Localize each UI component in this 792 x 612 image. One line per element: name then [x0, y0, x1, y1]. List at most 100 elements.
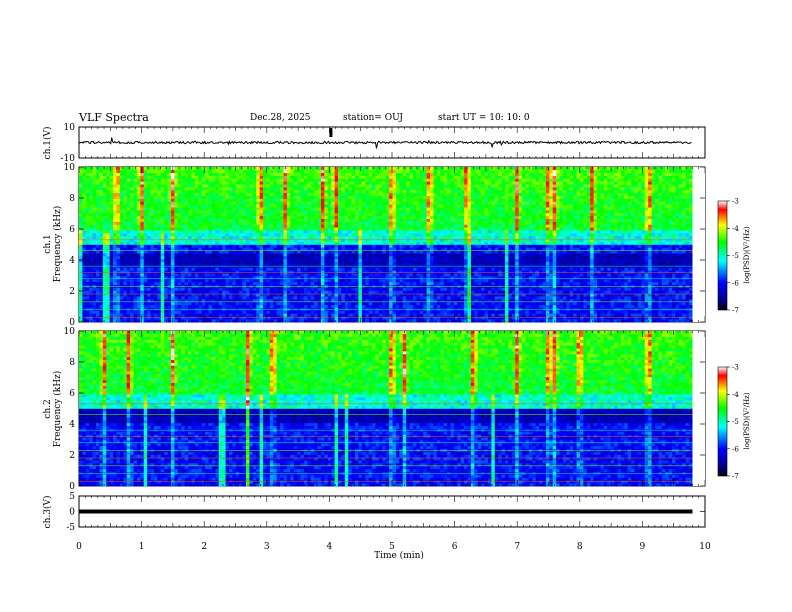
spectrogram-cell	[280, 181, 284, 185]
spectrogram-cell	[269, 255, 274, 260]
spectrogram-cell	[368, 281, 373, 285]
spectrogram-cell	[235, 253, 240, 257]
spectrogram-cell	[228, 218, 233, 222]
spectrogram-cell	[147, 218, 151, 222]
spectrogram-cell	[344, 184, 349, 188]
spectrogram-cell	[188, 255, 192, 260]
spectrogram-cell	[382, 304, 387, 308]
spectrogram-cell	[276, 270, 281, 274]
spectrogram-cell	[307, 290, 312, 294]
spectrogram-cell	[113, 184, 117, 188]
spectrogram-cell	[283, 290, 288, 294]
spectrogram-cell	[119, 281, 124, 285]
spectrogram-cell	[191, 221, 196, 225]
spectrogram-cell	[109, 204, 114, 208]
spectrogram-cell	[194, 167, 199, 171]
spectrogram-cell	[368, 178, 373, 182]
spectrogram-cell	[211, 224, 216, 228]
spectrogram-cell	[96, 175, 100, 179]
spectrogram-cell	[300, 210, 305, 214]
spectrogram-cell	[310, 201, 315, 205]
spectrogram-cell	[194, 278, 199, 283]
spectrogram-cell	[365, 233, 369, 237]
spectrogram-cell	[174, 238, 179, 242]
spectrogram-cell	[109, 169, 114, 174]
spectrogram-cell	[167, 319, 172, 323]
spectrogram-cell	[246, 310, 250, 314]
spectrogram-cell	[297, 178, 301, 182]
spectrogram-cell	[136, 195, 141, 199]
spectrogram-cell	[385, 313, 390, 317]
spectrogram-cell	[174, 198, 179, 202]
spectrogram-cell	[382, 253, 387, 257]
spectrogram-cell	[143, 250, 148, 254]
spectrogram-cell	[310, 189, 315, 194]
spectrogram-cell	[191, 241, 196, 245]
spectrogram-cell	[188, 181, 192, 185]
spectrogram-cell	[225, 227, 230, 231]
spectrogram-cell	[136, 181, 141, 185]
spectrogram-cell	[263, 250, 267, 254]
spectrogram-cell	[82, 238, 87, 242]
spectrogram-cell	[368, 299, 373, 303]
spectrogram-cell	[177, 304, 182, 308]
spectrogram-cell	[194, 276, 199, 280]
spectrogram-cell	[269, 204, 274, 208]
spectrogram-cell	[211, 204, 216, 208]
spectrogram-cell	[297, 304, 301, 308]
spectrogram-cell	[338, 278, 342, 283]
spectrogram-cell	[246, 307, 250, 311]
spectrogram-cell	[188, 172, 192, 176]
spectrogram-cell	[375, 178, 380, 182]
spectrogram-cell	[246, 189, 250, 194]
spectrogram-cell	[191, 313, 196, 317]
spectrogram-cell	[184, 276, 189, 280]
spectrogram-cell	[372, 273, 376, 277]
spectrogram-cell	[147, 290, 151, 294]
spectrogram-cell	[249, 169, 254, 174]
spectrogram-cell	[348, 299, 352, 303]
spectrogram-cell	[385, 316, 390, 320]
spectrogram-cell	[85, 278, 90, 283]
spectrogram-cell	[215, 169, 220, 174]
spectrogram-cell	[375, 233, 380, 237]
spectrogram-cell	[355, 255, 359, 260]
spectrogram-cell	[249, 293, 254, 297]
spectrogram-cell	[334, 304, 339, 308]
spectrogram-cell	[147, 187, 151, 191]
spectrogram-cell	[85, 301, 90, 306]
spectrogram-cell	[280, 192, 284, 196]
spectrogram-cell	[263, 244, 267, 248]
spectrogram-cell	[389, 210, 393, 214]
spectrogram-cell	[317, 293, 322, 297]
spectrogram-cell	[167, 218, 172, 222]
spectrogram-cell	[252, 192, 257, 196]
spectrogram-cell	[341, 210, 346, 214]
spectrogram-cell	[259, 227, 264, 231]
spectrogram-cell	[290, 201, 295, 205]
spectrogram-cell	[378, 198, 383, 202]
spectrogram-cell	[286, 290, 291, 294]
spectrogram-cell	[355, 175, 359, 179]
spectrogram-cell	[283, 307, 288, 311]
spectrogram-cell	[297, 224, 301, 228]
spectrogram-cell	[314, 201, 318, 205]
spectrogram-cell	[372, 253, 376, 257]
spectrogram-cell	[89, 235, 93, 240]
spectrogram-cell	[273, 204, 277, 208]
spectrogram-cell	[160, 238, 165, 242]
spectrogram-cell	[385, 218, 390, 222]
spectrogram-cell	[378, 281, 383, 285]
spectrogram-cell	[283, 235, 288, 240]
spectrogram-cell	[269, 307, 274, 311]
spectrogram-cell	[92, 184, 97, 188]
spectrogram-cell	[273, 241, 277, 245]
spectrogram-cell	[385, 307, 390, 311]
spectrogram-cell	[96, 181, 100, 185]
spectrogram-cell	[177, 307, 182, 311]
spectrogram-cell	[297, 207, 301, 211]
spectrogram-cell	[228, 178, 233, 182]
spectrogram-cell	[324, 310, 329, 314]
spectrogram-cell	[181, 258, 185, 263]
spectrogram-cell	[242, 224, 247, 228]
